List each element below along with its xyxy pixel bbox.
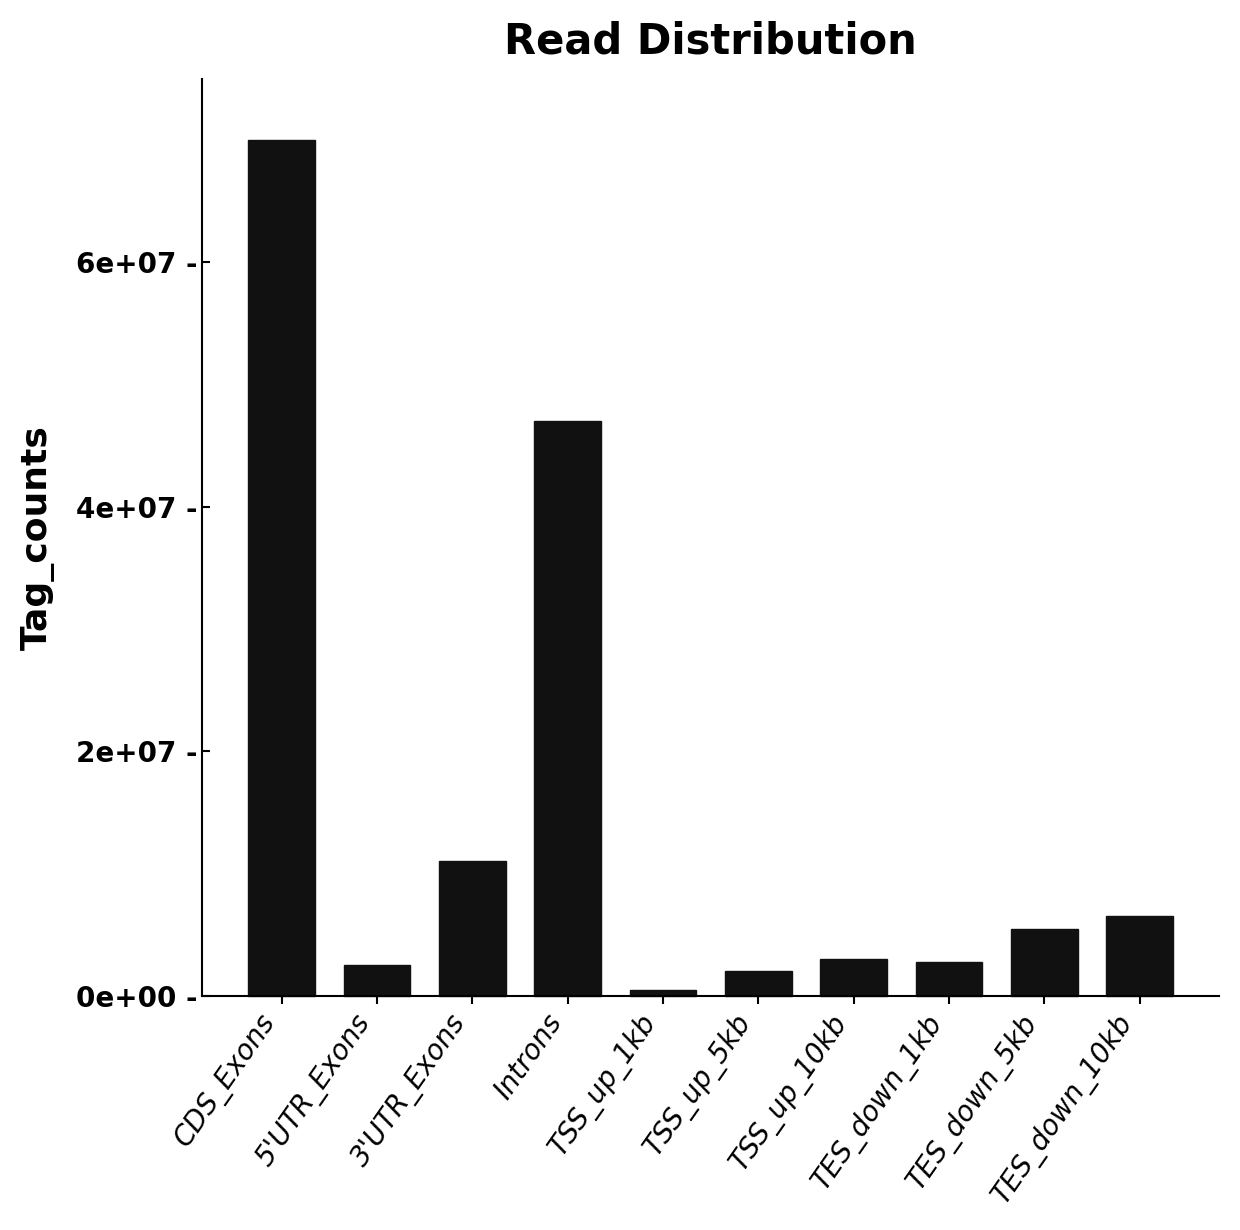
- Bar: [820, 959, 887, 996]
- Y-axis label: Tag_counts: Tag_counts: [21, 424, 55, 649]
- Bar: [725, 972, 791, 996]
- Bar: [630, 990, 697, 996]
- Title: Read Distribution: Read Distribution: [505, 21, 916, 63]
- Bar: [915, 962, 982, 996]
- Bar: [248, 140, 315, 996]
- Bar: [343, 966, 410, 996]
- Bar: [1011, 929, 1078, 996]
- Bar: [1106, 916, 1173, 996]
- Bar: [439, 861, 506, 996]
- Bar: [534, 421, 601, 996]
